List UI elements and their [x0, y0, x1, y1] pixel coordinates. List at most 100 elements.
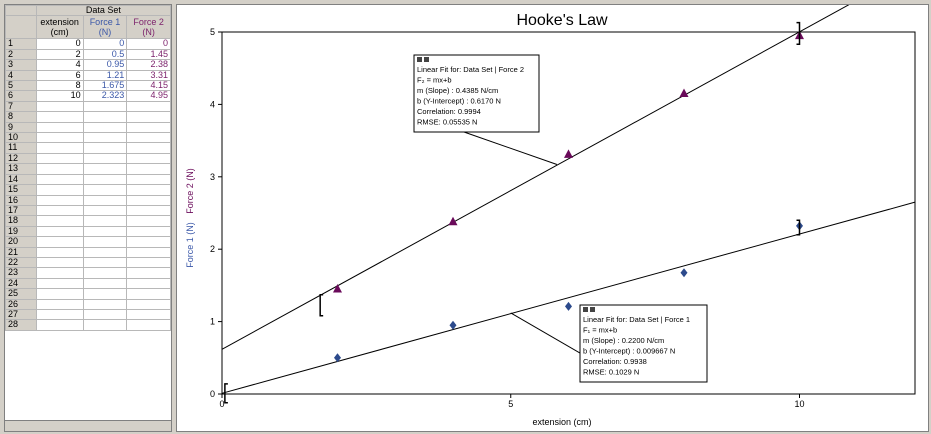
row-number[interactable]: 4 [5, 69, 37, 82]
table-cell[interactable]: 2 [35, 48, 84, 61]
table-cell[interactable] [126, 225, 171, 238]
table-cell[interactable]: 0 [82, 38, 128, 50]
row-number[interactable]: 18 [5, 215, 37, 227]
table-cell[interactable] [126, 308, 171, 321]
row-number[interactable]: 16 [5, 194, 37, 206]
table-cell[interactable] [82, 100, 128, 113]
table-row[interactable]: 20 [5, 236, 171, 248]
table-cell[interactable] [126, 267, 171, 279]
table-cell[interactable] [35, 173, 84, 186]
table-cell[interactable] [126, 173, 171, 186]
table-cell[interactable] [126, 121, 171, 134]
table-cell[interactable] [126, 194, 171, 206]
table-cell[interactable] [82, 256, 128, 269]
row-number[interactable]: 19 [5, 225, 37, 238]
table-cell[interactable] [35, 225, 84, 238]
column-header-force1[interactable]: Force 1 (N) [82, 15, 128, 40]
table-row[interactable]: 26 [5, 298, 171, 310]
table-cell[interactable] [82, 121, 128, 134]
table-row[interactable]: 18 [5, 215, 171, 227]
table-row[interactable]: 27 [5, 308, 171, 321]
table-row[interactable]: 10 [5, 132, 171, 144]
table-cell[interactable] [35, 111, 84, 123]
table-cell[interactable] [82, 152, 128, 165]
table-cell[interactable] [35, 204, 84, 217]
row-number[interactable]: 6 [5, 90, 37, 102]
table-row[interactable]: 13 [5, 163, 171, 175]
table-cell[interactable]: 0.95 [82, 59, 128, 71]
row-number[interactable]: 5 [5, 80, 37, 92]
table-cell[interactable] [126, 319, 171, 331]
table-cell[interactable] [82, 225, 128, 238]
table-row[interactable]: 15 [5, 184, 171, 196]
table-cell[interactable] [82, 173, 128, 186]
table-cell[interactable] [126, 246, 171, 258]
column-header-extension[interactable]: extension (cm) [35, 15, 84, 40]
row-number[interactable]: 23 [5, 267, 37, 279]
row-number[interactable]: 15 [5, 184, 37, 196]
table-cell[interactable] [82, 267, 128, 279]
table-row[interactable]: 2 2 0.5 1.45 [5, 48, 171, 61]
table-cell[interactable] [126, 152, 171, 165]
table-cell[interactable] [82, 288, 128, 300]
table-cell[interactable] [35, 277, 84, 290]
table-cell[interactable]: 6 [35, 69, 84, 82]
row-number[interactable]: 1 [5, 38, 37, 50]
table-cell[interactable] [35, 215, 84, 227]
table-cell[interactable]: 1.675 [82, 80, 128, 92]
table-cell[interactable]: 0.5 [82, 48, 128, 61]
table-cell[interactable] [35, 267, 84, 279]
table-row[interactable]: 12 [5, 152, 171, 165]
table-cell[interactable]: 4 [35, 59, 84, 71]
table-cell[interactable] [35, 142, 84, 154]
table-cell[interactable] [82, 215, 128, 227]
table-cell[interactable] [35, 298, 84, 310]
row-number[interactable]: 14 [5, 173, 37, 186]
table-cell[interactable] [35, 319, 84, 331]
row-number[interactable]: 25 [5, 288, 37, 300]
table-row[interactable]: 23 [5, 267, 171, 279]
table-row[interactable]: 3 4 0.95 2.38 [5, 59, 171, 71]
table-row[interactable]: 22 [5, 256, 171, 269]
table-cell[interactable]: 2.323 [82, 90, 128, 102]
table-cell[interactable]: 0 [126, 38, 171, 50]
row-number[interactable]: 22 [5, 256, 37, 269]
table-row[interactable]: 7 [5, 100, 171, 113]
table-cell[interactable] [126, 100, 171, 113]
table-cell[interactable]: 0 [35, 38, 84, 50]
table-row[interactable]: 5 8 1.675 4.15 [5, 80, 171, 92]
table-cell[interactable] [82, 204, 128, 217]
table-cell[interactable] [35, 288, 84, 300]
table-cell[interactable] [35, 100, 84, 113]
table-cell[interactable] [82, 111, 128, 123]
table-row[interactable]: 21 [5, 246, 171, 258]
row-number[interactable]: 8 [5, 111, 37, 123]
row-number[interactable]: 20 [5, 236, 37, 248]
table-cell[interactable] [126, 204, 171, 217]
table-cell[interactable] [126, 277, 171, 290]
table-row[interactable]: 9 [5, 121, 171, 134]
row-number[interactable]: 13 [5, 163, 37, 175]
table-row[interactable]: 19 [5, 225, 171, 238]
table-cell[interactable] [35, 121, 84, 134]
table-cell[interactable] [35, 246, 84, 258]
table-row[interactable]: 24 [5, 277, 171, 290]
table-cell[interactable] [126, 142, 171, 154]
table-row[interactable]: 14 [5, 173, 171, 186]
table-cell[interactable] [35, 194, 84, 206]
table-cell[interactable] [82, 298, 128, 310]
table-cell[interactable] [82, 319, 128, 331]
table-cell[interactable]: 2.38 [126, 59, 171, 71]
table-cell[interactable] [35, 163, 84, 175]
table-cell[interactable] [82, 246, 128, 258]
table-cell[interactable] [82, 194, 128, 206]
row-number[interactable]: 3 [5, 59, 37, 71]
row-number[interactable]: 21 [5, 246, 37, 258]
table-row[interactable]: 11 [5, 142, 171, 154]
table-cell[interactable]: 1.45 [126, 48, 171, 61]
table-cell[interactable]: 4.95 [126, 90, 171, 102]
table-cell[interactable] [82, 236, 128, 248]
table-row[interactable]: 6 10 2.323 4.95 [5, 90, 171, 102]
row-number[interactable]: 28 [5, 319, 37, 331]
